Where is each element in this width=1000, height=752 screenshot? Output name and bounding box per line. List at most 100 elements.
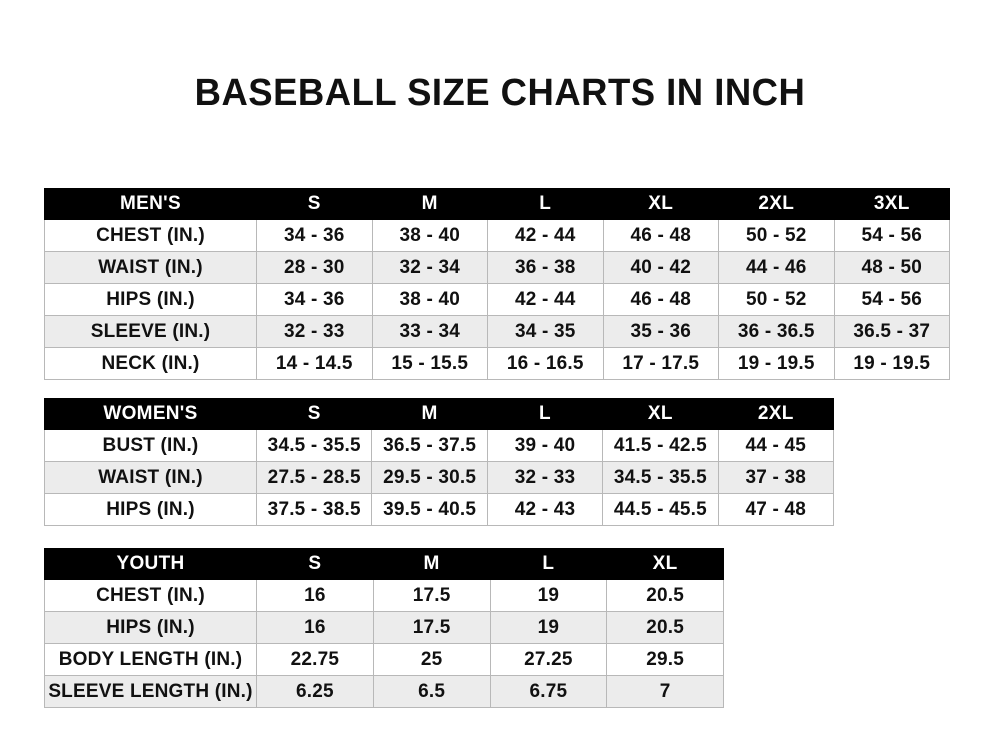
youth-size-header-l: L xyxy=(489,548,608,580)
cell-value: 27.5 - 28.5 xyxy=(255,461,373,494)
womens-category-header: WOMEN'S xyxy=(44,398,257,430)
youth-size-header-xl: XL xyxy=(606,548,724,580)
row-label: SLEEVE (IN.) xyxy=(44,315,257,348)
mens-table-body: CHEST (IN.) 34 - 36 38 - 40 42 - 44 46 -… xyxy=(44,219,950,380)
cell-value: 19 xyxy=(489,611,608,644)
cell-value: 15 - 15.5 xyxy=(371,347,488,380)
youth-header-row: YOUTH S M L XL xyxy=(44,548,724,580)
cell-value: 17.5 xyxy=(372,579,491,612)
row-label: BUST (IN.) xyxy=(44,429,257,462)
table-row: HIPS (IN.) 34 - 36 38 - 40 42 - 44 46 - … xyxy=(44,283,950,316)
womens-table-body: BUST (IN.) 34.5 - 35.5 36.5 - 37.5 39 - … xyxy=(44,429,834,526)
cell-value: 34.5 - 35.5 xyxy=(255,429,373,462)
cell-value: 16 xyxy=(256,579,374,612)
mens-header-row: MEN'S S M L XL 2XL 3XL xyxy=(44,188,950,220)
cell-value: 44 - 45 xyxy=(717,429,834,462)
cell-value: 39 - 40 xyxy=(486,429,604,462)
mens-size-header-3xl: 3XL xyxy=(833,188,950,220)
cell-value: 20.5 xyxy=(606,579,724,612)
cell-value: 37.5 - 38.5 xyxy=(255,493,373,526)
cell-value: 6.5 xyxy=(372,675,491,708)
cell-value: 44 - 46 xyxy=(718,251,835,284)
cell-value: 42 - 44 xyxy=(487,283,604,316)
cell-value: 50 - 52 xyxy=(718,283,835,316)
cell-value: 28 - 30 xyxy=(256,251,373,284)
cell-value: 46 - 48 xyxy=(602,219,719,252)
table-row: HIPS (IN.) 16 17.5 19 20.5 xyxy=(44,611,724,644)
cell-value: 17 - 17.5 xyxy=(602,347,719,380)
womens-size-header-2xl: 2XL xyxy=(717,398,834,430)
mens-size-header-l: L xyxy=(487,188,604,220)
table-row: BODY LENGTH (IN.) 22.75 25 27.25 29.5 xyxy=(44,643,724,676)
cell-value: 36.5 - 37 xyxy=(833,315,950,348)
cell-value: 54 - 56 xyxy=(833,283,950,316)
cell-value: 50 - 52 xyxy=(718,219,835,252)
mens-category-header: MEN'S xyxy=(44,188,257,220)
cell-value: 19 - 19.5 xyxy=(718,347,835,380)
cell-value: 34 - 36 xyxy=(256,219,373,252)
mens-size-header-2xl: 2XL xyxy=(718,188,835,220)
womens-header-row: WOMEN'S S M L XL 2XL xyxy=(44,398,834,430)
cell-value: 34 - 36 xyxy=(256,283,373,316)
youth-size-table: YOUTH S M L XL CHEST (IN.) 16 17.5 19 20… xyxy=(44,548,724,708)
cell-value: 33 - 34 xyxy=(371,315,488,348)
cell-value: 36.5 - 37.5 xyxy=(371,429,488,462)
cell-value: 32 - 34 xyxy=(371,251,488,284)
youth-size-header-m: M xyxy=(372,548,491,580)
row-label: WAIST (IN.) xyxy=(44,461,257,494)
cell-value: 39.5 - 40.5 xyxy=(371,493,488,526)
row-label: HIPS (IN.) xyxy=(44,493,257,526)
mens-table-header: MEN'S S M L XL 2XL 3XL xyxy=(44,188,950,220)
row-label: HIPS (IN.) xyxy=(44,611,257,644)
cell-value: 34.5 - 35.5 xyxy=(602,461,719,494)
mens-size-header-m: M xyxy=(371,188,488,220)
cell-value: 32 - 33 xyxy=(486,461,604,494)
row-label: SLEEVE LENGTH (IN.) xyxy=(44,675,257,708)
cell-value: 14 - 14.5 xyxy=(256,347,373,380)
cell-value: 6.25 xyxy=(256,675,374,708)
table-row: WAIST (IN.) 28 - 30 32 - 34 36 - 38 40 -… xyxy=(44,251,950,284)
womens-size-header-s: S xyxy=(255,398,373,430)
cell-value: 20.5 xyxy=(606,611,724,644)
womens-size-header-l: L xyxy=(486,398,604,430)
table-row: SLEEVE (IN.) 32 - 33 33 - 34 34 - 35 35 … xyxy=(44,315,950,348)
row-label: CHEST (IN.) xyxy=(44,219,257,252)
table-row: CHEST (IN.) 34 - 36 38 - 40 42 - 44 46 -… xyxy=(44,219,950,252)
cell-value: 22.75 xyxy=(256,643,374,676)
cell-value: 47 - 48 xyxy=(717,493,834,526)
cell-value: 29.5 xyxy=(606,643,724,676)
table-row: NECK (IN.) 14 - 14.5 15 - 15.5 16 - 16.5… xyxy=(44,347,950,380)
womens-size-header-xl: XL xyxy=(602,398,719,430)
cell-value: 16 xyxy=(256,611,374,644)
youth-table-header: YOUTH S M L XL xyxy=(44,548,724,580)
mens-size-header-s: S xyxy=(256,188,373,220)
cell-value: 37 - 38 xyxy=(717,461,834,494)
cell-value: 48 - 50 xyxy=(833,251,950,284)
row-label: CHEST (IN.) xyxy=(44,579,257,612)
cell-value: 16 - 16.5 xyxy=(487,347,604,380)
cell-value: 42 - 44 xyxy=(487,219,604,252)
row-label: HIPS (IN.) xyxy=(44,283,257,316)
table-row: SLEEVE LENGTH (IN.) 6.25 6.5 6.75 7 xyxy=(44,675,724,708)
cell-value: 38 - 40 xyxy=(371,219,488,252)
cell-value: 35 - 36 xyxy=(602,315,719,348)
youth-size-header-s: S xyxy=(256,548,374,580)
womens-table-header: WOMEN'S S M L XL 2XL xyxy=(44,398,834,430)
cell-value: 41.5 - 42.5 xyxy=(602,429,719,462)
cell-value: 19 - 19.5 xyxy=(833,347,950,380)
cell-value: 36 - 36.5 xyxy=(718,315,835,348)
cell-value: 29.5 - 30.5 xyxy=(371,461,488,494)
row-label: NECK (IN.) xyxy=(44,347,257,380)
cell-value: 27.25 xyxy=(489,643,608,676)
cell-value: 40 - 42 xyxy=(602,251,719,284)
cell-value: 19 xyxy=(489,579,608,612)
row-label: WAIST (IN.) xyxy=(44,251,257,284)
womens-size-header-m: M xyxy=(371,398,488,430)
womens-size-table: WOMEN'S S M L XL 2XL BUST (IN.) 34.5 - 3… xyxy=(44,398,834,526)
cell-value: 34 - 35 xyxy=(487,315,604,348)
cell-value: 7 xyxy=(606,675,724,708)
cell-value: 6.75 xyxy=(489,675,608,708)
table-row: HIPS (IN.) 37.5 - 38.5 39.5 - 40.5 42 - … xyxy=(44,493,834,526)
mens-size-table: MEN'S S M L XL 2XL 3XL CHEST (IN.) 34 - … xyxy=(44,188,950,380)
